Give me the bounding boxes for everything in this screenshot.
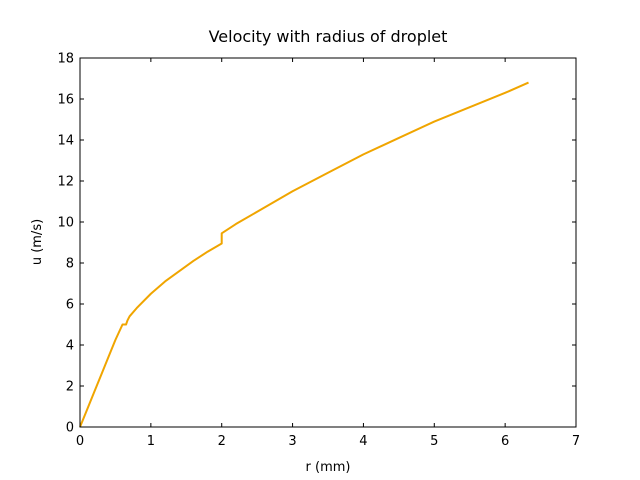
x-tick-label: 2	[218, 434, 226, 449]
x-tick-label: 5	[430, 434, 438, 449]
y-tick-label: 16	[57, 93, 74, 108]
axes-frame	[79, 57, 577, 428]
x-tick-label: 0	[76, 434, 84, 449]
x-tick-label: 1	[147, 434, 155, 449]
x-tick-label: 7	[572, 434, 580, 449]
y-axis-label: u (m/s)	[30, 219, 45, 265]
y-tick-label: 6	[66, 298, 74, 313]
x-tick-label: 6	[501, 434, 509, 449]
y-tick-label: 4	[66, 339, 74, 354]
chart-title: Velocity with radius of droplet	[209, 27, 448, 46]
y-tick-label: 14	[57, 134, 74, 149]
y-tick-label: 10	[57, 216, 74, 231]
y-tick-label: 8	[66, 257, 74, 272]
y-tick-label: 2	[66, 380, 74, 395]
series-line-0	[79, 81, 529, 428]
x-axis-label: r (mm)	[306, 460, 351, 475]
y-tick-label: 18	[57, 52, 74, 67]
x-tick-label: 4	[359, 434, 367, 449]
y-tick-label: 0	[66, 421, 74, 436]
x-tick-label: 3	[288, 434, 296, 449]
y-tick-label: 12	[57, 175, 74, 190]
